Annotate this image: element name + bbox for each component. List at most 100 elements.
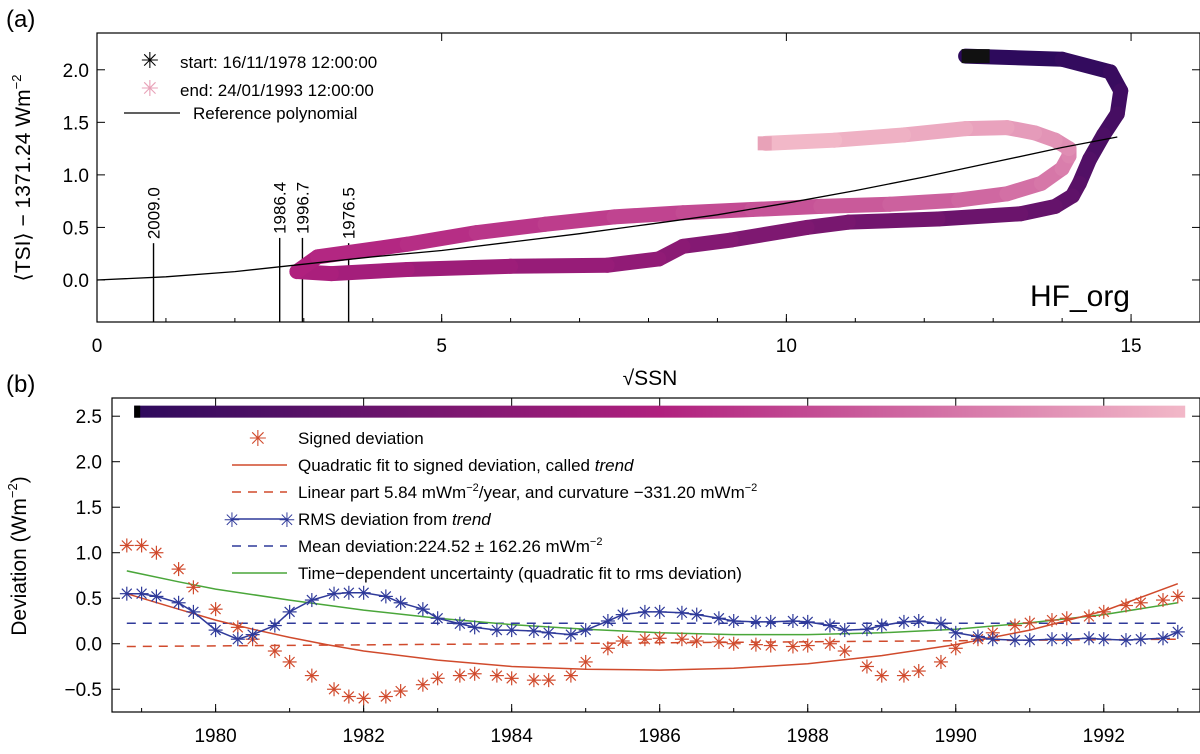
b-ytick-label: 0.5 bbox=[76, 589, 102, 610]
b-ytick-label: 1.0 bbox=[76, 544, 102, 565]
signed-deviation-point bbox=[578, 654, 593, 669]
rms-deviation-line bbox=[126, 592, 1179, 641]
trajectory-segment bbox=[813, 196, 898, 214]
signed-deviation-point bbox=[859, 659, 874, 674]
panel-a-y-axis-label: ⟨TSI⟩ − 1371.24 Wm−2 bbox=[9, 75, 35, 282]
rms-deviation-point bbox=[327, 586, 342, 601]
rms-deviation-point bbox=[149, 589, 164, 604]
signed-deviation-point bbox=[341, 689, 356, 704]
signed-deviation-point bbox=[415, 677, 430, 692]
rms-deviation-point bbox=[748, 614, 763, 629]
trajectory-segment bbox=[1054, 51, 1118, 80]
b-ytick-label: 2.5 bbox=[76, 407, 102, 428]
signed-deviation-point bbox=[896, 668, 911, 683]
rms-deviation-point bbox=[504, 623, 519, 638]
signed-deviation-point bbox=[1022, 615, 1037, 630]
legend-signed-deviation-label: Signed deviation bbox=[298, 429, 424, 448]
signed-deviation-point bbox=[149, 545, 164, 560]
legend-start-icon: ✳ bbox=[141, 48, 159, 73]
rms-deviation-point bbox=[304, 593, 319, 608]
b-xtick-label: 1986 bbox=[639, 726, 681, 747]
signed-deviation-point bbox=[822, 636, 837, 651]
signed-deviation-point bbox=[304, 668, 319, 683]
rms-deviation-point bbox=[1118, 633, 1133, 648]
legend-end-icon: ✳ bbox=[141, 76, 159, 101]
panel-a: (a) 0 5 10 15 0.0 0.5 1.0 1.5 2.0 √SSN ⟨TSI⟩ − … bbox=[6, 6, 1200, 390]
legend-rms-icon-left: ✳ bbox=[224, 510, 241, 532]
signed-deviation-point bbox=[637, 632, 652, 647]
rms-deviation-point bbox=[637, 604, 652, 619]
legend-rms-label: RMS deviation from trend bbox=[298, 510, 491, 529]
a-ytick-label: 0.5 bbox=[63, 218, 89, 239]
panel-b-x-axis: 1980 1982 1984 1986 1988 1990 1992 bbox=[141, 398, 1179, 747]
minimum-label: 1986.4 bbox=[271, 182, 290, 234]
a-ytick-label: 0.0 bbox=[63, 271, 89, 292]
signed-deviation-point bbox=[452, 668, 467, 683]
signed-deviation-point bbox=[933, 654, 948, 669]
a-xtick-label: 0 bbox=[92, 336, 103, 357]
b-xtick-label: 1992 bbox=[1083, 726, 1125, 747]
rms-deviation-point bbox=[800, 614, 815, 629]
legend-start-label: start: 16/11/1978 12:00:00 bbox=[180, 53, 377, 72]
trajectory-segment bbox=[827, 127, 912, 148]
signed-deviation-point bbox=[489, 668, 504, 683]
signed-deviation-point bbox=[327, 682, 342, 697]
rms-deviation-point bbox=[1096, 632, 1111, 647]
signed-deviation-point bbox=[230, 620, 245, 635]
b-xtick-label: 1990 bbox=[935, 726, 977, 747]
a-ytick-label: 2.0 bbox=[63, 61, 89, 82]
rms-deviation-point bbox=[415, 602, 430, 617]
trajectory-segment bbox=[399, 258, 519, 277]
signed-deviation-point bbox=[563, 668, 578, 683]
rms-deviation-point bbox=[230, 632, 245, 647]
rms-deviation-point bbox=[763, 614, 778, 629]
signed-deviation-point bbox=[1044, 613, 1059, 628]
b-xtick-label: 1984 bbox=[491, 726, 534, 747]
rms-deviation-point bbox=[822, 618, 837, 633]
rms-deviation-point bbox=[378, 589, 393, 604]
rms-deviation-point bbox=[726, 613, 741, 628]
signed-deviation-point bbox=[526, 673, 541, 688]
trajectory-segment bbox=[310, 236, 415, 265]
panel-b-plot-frame bbox=[111, 397, 1200, 713]
end-marker bbox=[757, 136, 772, 151]
rms-deviation-point bbox=[652, 604, 667, 619]
time-colorbar-start-marker bbox=[134, 405, 141, 418]
rms-deviation-point bbox=[600, 613, 615, 628]
signed-deviation-point bbox=[763, 638, 778, 653]
minimum-label: 2009.0 bbox=[145, 187, 164, 239]
rms-deviation-point bbox=[837, 623, 852, 638]
panel-b: (b) 1980 1982 1984 1986 1988 1990 1992 −0.5 0.0… bbox=[5, 371, 1200, 747]
legend-uncertainty-label: Time−dependent uncertainty (quadratic fi… bbox=[298, 564, 742, 583]
legend-mean-deviation-label: Mean deviation:224.52 ± 162.26 mWm−2 bbox=[298, 536, 602, 556]
signed-deviation-point bbox=[726, 636, 741, 651]
signed-deviation-point bbox=[504, 671, 519, 686]
trajectory-segment bbox=[675, 202, 760, 221]
rms-deviation-point bbox=[933, 616, 948, 631]
panel-b-points bbox=[119, 538, 1185, 706]
b-ytick-label: 2.0 bbox=[76, 453, 102, 474]
panel-a-y-axis: 0.0 0.5 1.0 1.5 2.0 bbox=[63, 61, 1200, 292]
panel-b-label: (b) bbox=[6, 371, 35, 398]
rms-deviation-point bbox=[578, 623, 593, 638]
rms-deviation-point bbox=[208, 623, 223, 638]
trajectory-segment bbox=[503, 257, 615, 274]
trajectory-segment bbox=[951, 186, 1015, 208]
signed-deviation-point bbox=[134, 538, 149, 553]
signed-deviation-point bbox=[911, 664, 926, 679]
trajectory-segment bbox=[723, 219, 815, 248]
signed-deviation-point bbox=[467, 666, 482, 681]
trajectory-segment bbox=[537, 209, 622, 232]
trajectory-segment bbox=[675, 232, 739, 254]
panel-a-x-axis-label: √SSN bbox=[623, 367, 678, 390]
panel-b-lines bbox=[126, 570, 1179, 671]
rms-deviation-point bbox=[970, 629, 985, 644]
panel-a-legend: ✳ start: 16/11/1978 12:00:00 ✳ end: 24/0… bbox=[124, 48, 377, 123]
signed-deviation-point bbox=[1007, 618, 1022, 633]
rms-deviation-point bbox=[541, 625, 556, 640]
rms-deviation-point bbox=[267, 618, 282, 633]
b-ytick-label: 0.0 bbox=[76, 635, 102, 656]
time-colorbar bbox=[134, 405, 1186, 418]
panel-b-y-axis: −0.5 0.0 0.5 1.0 1.5 2.0 2.5 bbox=[64, 407, 1200, 701]
